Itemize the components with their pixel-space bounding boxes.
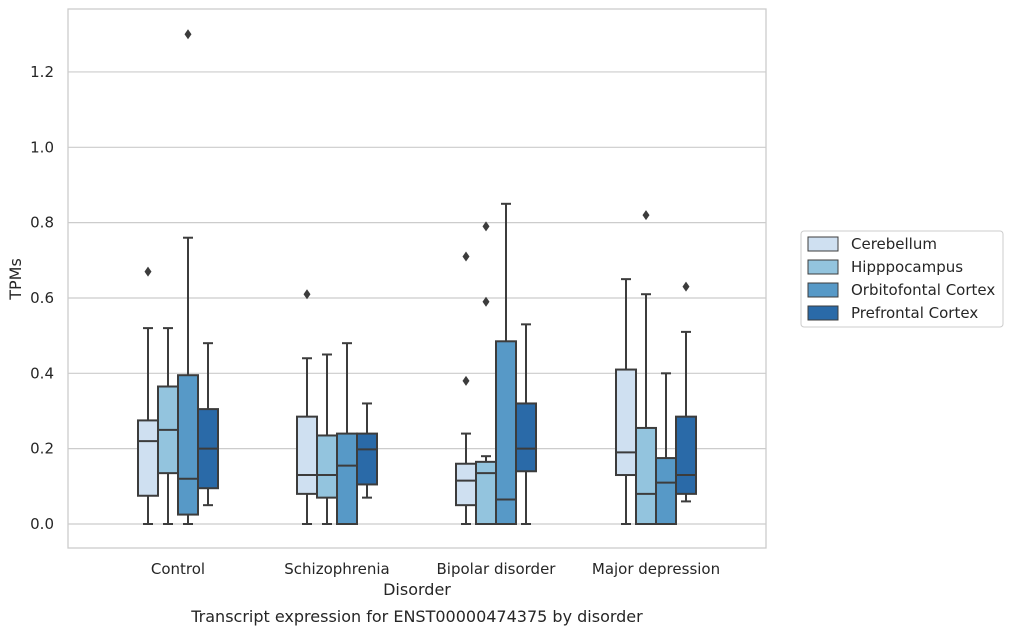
x-tick-label: Schizophrenia: [284, 560, 389, 578]
legend-swatch: [807, 305, 839, 321]
box-orbitofontal-cortex: [336, 342, 358, 526]
legend-label: Cerebellum: [851, 235, 937, 253]
y-tick-label: 0.4: [30, 364, 54, 382]
box-hipppocampus: [316, 353, 338, 525]
box-body: [356, 432, 378, 486]
y-tick-label: 1.2: [30, 63, 54, 81]
x-axis-title: Disorder: [383, 580, 451, 599]
x-tick-label: Control: [151, 560, 205, 578]
box-body: [137, 419, 159, 497]
box-body: [296, 415, 318, 495]
x-tick-label: Major depression: [592, 560, 720, 578]
legend-label: Hipppocampus: [851, 258, 963, 276]
box-body: [635, 426, 657, 525]
outlier-point: [303, 289, 311, 300]
outlier-point: [144, 266, 152, 277]
legend: Cerebellum Hipppocampus Orbitofontal Corte…: [800, 230, 1004, 328]
box-prefrontal-cortex: [197, 342, 219, 507]
y-axis-ticks: 0.0 0.2 0.4 0.6 0.8 1.0 1.2: [30, 63, 54, 533]
box-body: [615, 368, 637, 477]
y-tick-label: 0.6: [30, 289, 54, 307]
boxes: [137, 29, 697, 526]
box-cerebellum: [615, 278, 637, 525]
box-body: [655, 457, 677, 526]
box-hipppocampus: [475, 221, 497, 526]
box-hipppocampus: [157, 327, 179, 525]
outlier-point: [482, 221, 490, 232]
legend-frame: [800, 230, 1004, 328]
box-body: [515, 402, 537, 473]
x-tick-label: Bipolar disorder: [437, 560, 557, 578]
y-tick-label: 0.8: [30, 214, 54, 232]
box-prefrontal-cortex: [515, 323, 537, 525]
box-orbitofontal-cortex: [495, 202, 517, 525]
y-tick-label: 0.0: [30, 515, 54, 533]
plot-area-frame: [67, 8, 767, 549]
box-prefrontal-cortex: [675, 281, 697, 503]
outlier-point: [642, 210, 650, 221]
outlier-point: [462, 251, 470, 262]
box-body: [675, 415, 697, 495]
box-body: [177, 374, 199, 516]
y-tick-label: 1.0: [30, 138, 54, 156]
legend-swatch: [807, 236, 839, 252]
box-body: [475, 460, 497, 526]
outlier-point: [184, 29, 192, 40]
outlier-point: [482, 296, 490, 307]
box-prefrontal-cortex: [356, 402, 378, 499]
box-cerebellum: [137, 266, 159, 525]
box-hipppocampus: [635, 210, 657, 525]
x-axis-ticks: Control Schizophrenia Bipolar disorder Majo…: [151, 560, 720, 578]
chart-caption: Transcript expression for ENST0000047437…: [190, 607, 643, 626]
box-orbitofontal-cortex: [177, 29, 199, 525]
legend-swatch: [807, 282, 839, 298]
box-cerebellum: [296, 289, 318, 525]
outlier-point: [682, 281, 690, 292]
box-body: [455, 462, 477, 507]
box-cerebellum: [455, 251, 477, 525]
outlier-point: [462, 375, 470, 386]
box-body: [495, 340, 517, 525]
y-tick-label: 0.2: [30, 440, 54, 458]
box-body: [336, 432, 358, 526]
legend-label: Prefrontal Cortex: [851, 304, 978, 322]
y-axis-title: TPMs: [6, 258, 25, 301]
legend-swatch: [807, 259, 839, 275]
legend-label: Orbitofontal Cortex: [851, 281, 995, 299]
box-body: [316, 434, 338, 499]
